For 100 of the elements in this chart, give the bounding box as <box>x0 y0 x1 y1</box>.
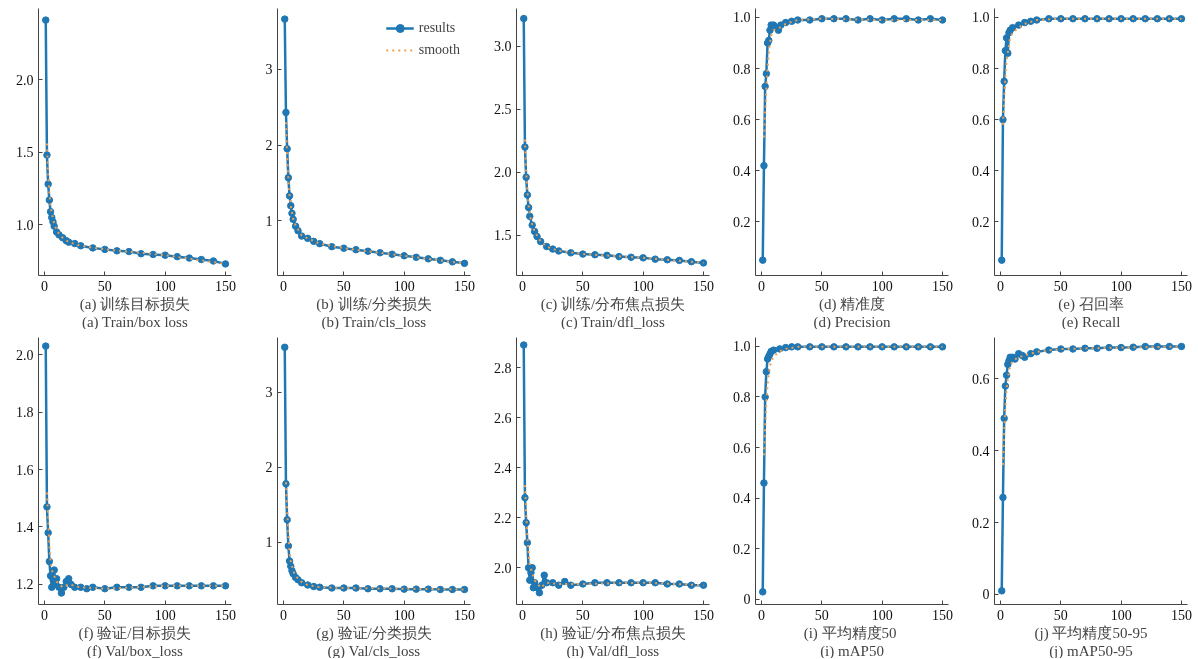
x-tick-label: 50 <box>1053 278 1068 294</box>
x-tick-label: 0 <box>41 607 49 623</box>
text: (j) 平均精度50-95 <box>1034 624 1148 642</box>
text: (h) 验证/分布焦点损失 <box>540 624 686 642</box>
x-tick-label: 150 <box>1170 278 1192 294</box>
y-tick-label: 0.4 <box>733 491 751 507</box>
y-tick-label: 0.4 <box>972 443 990 459</box>
y-tick-label: 1.8 <box>16 405 34 421</box>
y-tick-label: 0.6 <box>733 112 751 128</box>
y-tick-label: 0.2 <box>733 541 751 557</box>
y-tick-label: 1.0 <box>733 10 751 26</box>
y-tick-label: 2.4 <box>494 460 512 476</box>
y-tick-label: 0.6 <box>972 371 990 387</box>
x-tick-label: 0 <box>41 278 49 294</box>
y-tick-label: 0 <box>743 592 751 608</box>
x-tick-label: 100 <box>393 278 415 294</box>
x-tick-label: 50 <box>814 278 829 294</box>
x-tick-label: 100 <box>393 607 415 623</box>
text: (c) Train/dfl_loss <box>560 313 665 331</box>
x-tick-label: 0 <box>997 607 1005 623</box>
x-tick-label: 100 <box>1110 607 1132 623</box>
x-tick-label: 0 <box>519 278 527 294</box>
x-tick-label: 100 <box>632 607 654 623</box>
x-tick-label: 150 <box>214 607 236 623</box>
y-tick-label: 0.8 <box>733 389 751 405</box>
y-tick-label: 2.0 <box>16 72 34 88</box>
y-tick-label: 2.5 <box>494 102 512 118</box>
y-tick-label: 1.5 <box>16 145 34 161</box>
text: (b) Train/cls_loss <box>321 313 427 331</box>
y-tick-label: 2.0 <box>16 347 34 363</box>
y-tick-label: 2 <box>265 138 273 154</box>
x-tick-label: 150 <box>931 278 953 294</box>
y-tick-label: 3.0 <box>494 39 512 55</box>
text: (b) 训练/分类损失 <box>316 295 432 313</box>
x-tick-label: 100 <box>632 278 654 294</box>
y-tick-label: 0 <box>982 587 990 603</box>
x-tick-label: 0 <box>519 607 527 623</box>
y-tick-label: 1.2 <box>16 577 34 593</box>
x-tick-label: 0 <box>997 278 1005 294</box>
text: (h) Val/dfl_loss <box>566 642 660 659</box>
x-tick-label: 0 <box>758 607 766 623</box>
y-tick-label: 0.4 <box>733 163 751 179</box>
text: (i) 平均精度50 <box>803 624 897 642</box>
y-tick-label: 0.2 <box>972 515 990 531</box>
text: (d) Precision <box>813 313 892 331</box>
text: (c) 训练/分布焦点损失 <box>540 295 686 313</box>
y-tick-label: 2 <box>265 460 273 476</box>
y-tick-label: 0.6 <box>972 112 990 128</box>
y-tick-label: 1.6 <box>16 462 34 478</box>
y-tick-label: 1.0 <box>16 217 34 233</box>
x-tick-label: 100 <box>154 607 176 623</box>
y-tick-label: 1 <box>265 213 273 229</box>
y-tick-label: 0.6 <box>733 440 751 456</box>
x-tick-label: 50 <box>336 278 351 294</box>
text: (a) 训练目标损失 <box>79 295 191 313</box>
y-tick-label: 3 <box>265 385 273 401</box>
y-tick-label: 0.8 <box>733 61 751 77</box>
text: (j) mAP50-95 <box>1049 642 1133 659</box>
x-tick-label: 100 <box>1110 278 1132 294</box>
y-tick-label: 2.8 <box>494 360 512 376</box>
text: (i) mAP50 <box>820 642 884 659</box>
y-tick-label: 2.0 <box>494 165 512 181</box>
x-tick-label: 50 <box>814 607 829 623</box>
y-tick-label: 2.0 <box>494 560 512 576</box>
y-tick-label: 1 <box>265 535 273 551</box>
text: (f) 验证/目标损失 <box>78 624 192 642</box>
y-tick-label: 1.0 <box>972 10 990 26</box>
x-tick-label: 50 <box>97 607 112 623</box>
y-tick-label: 0.8 <box>972 61 990 77</box>
x-tick-label: 50 <box>336 607 351 623</box>
x-tick-label: 150 <box>931 607 953 623</box>
text: (e) 召回率 <box>1058 295 1124 313</box>
x-tick-label: 50 <box>97 278 112 294</box>
y-tick-label: 2.2 <box>494 510 512 526</box>
text: (g) Val/cls_loss <box>327 642 421 659</box>
x-tick-label: 100 <box>871 607 893 623</box>
text: (g) 验证/分类损失 <box>316 624 432 642</box>
x-tick-label: 50 <box>575 607 590 623</box>
y-tick-label: 0.4 <box>972 163 990 179</box>
x-tick-label: 0 <box>758 278 766 294</box>
x-tick-label: 150 <box>1170 607 1192 623</box>
x-tick-label: 0 <box>280 607 288 623</box>
y-tick-label: 1.0 <box>733 339 751 355</box>
y-tick-label: 0.2 <box>733 214 751 230</box>
x-tick-label: 100 <box>871 278 893 294</box>
y-tick-label: 3 <box>265 62 273 78</box>
text: (f) Val/box_loss <box>86 642 184 659</box>
legend-label: smooth <box>418 42 460 58</box>
x-tick-label: 100 <box>154 278 176 294</box>
y-tick-label: 1.5 <box>494 228 512 244</box>
text: (e) Recall <box>1061 313 1121 331</box>
x-tick-label: 0 <box>280 278 288 294</box>
x-tick-label: 150 <box>453 278 475 294</box>
legend-label: results <box>418 20 456 36</box>
x-tick-label: 150 <box>214 278 236 294</box>
text: (a) Train/box loss <box>81 313 188 331</box>
y-tick-label: 0.2 <box>972 214 990 230</box>
text: (d) 精准度 <box>818 295 886 313</box>
x-tick-label: 50 <box>1053 607 1068 623</box>
y-tick-label: 1.4 <box>16 519 34 535</box>
